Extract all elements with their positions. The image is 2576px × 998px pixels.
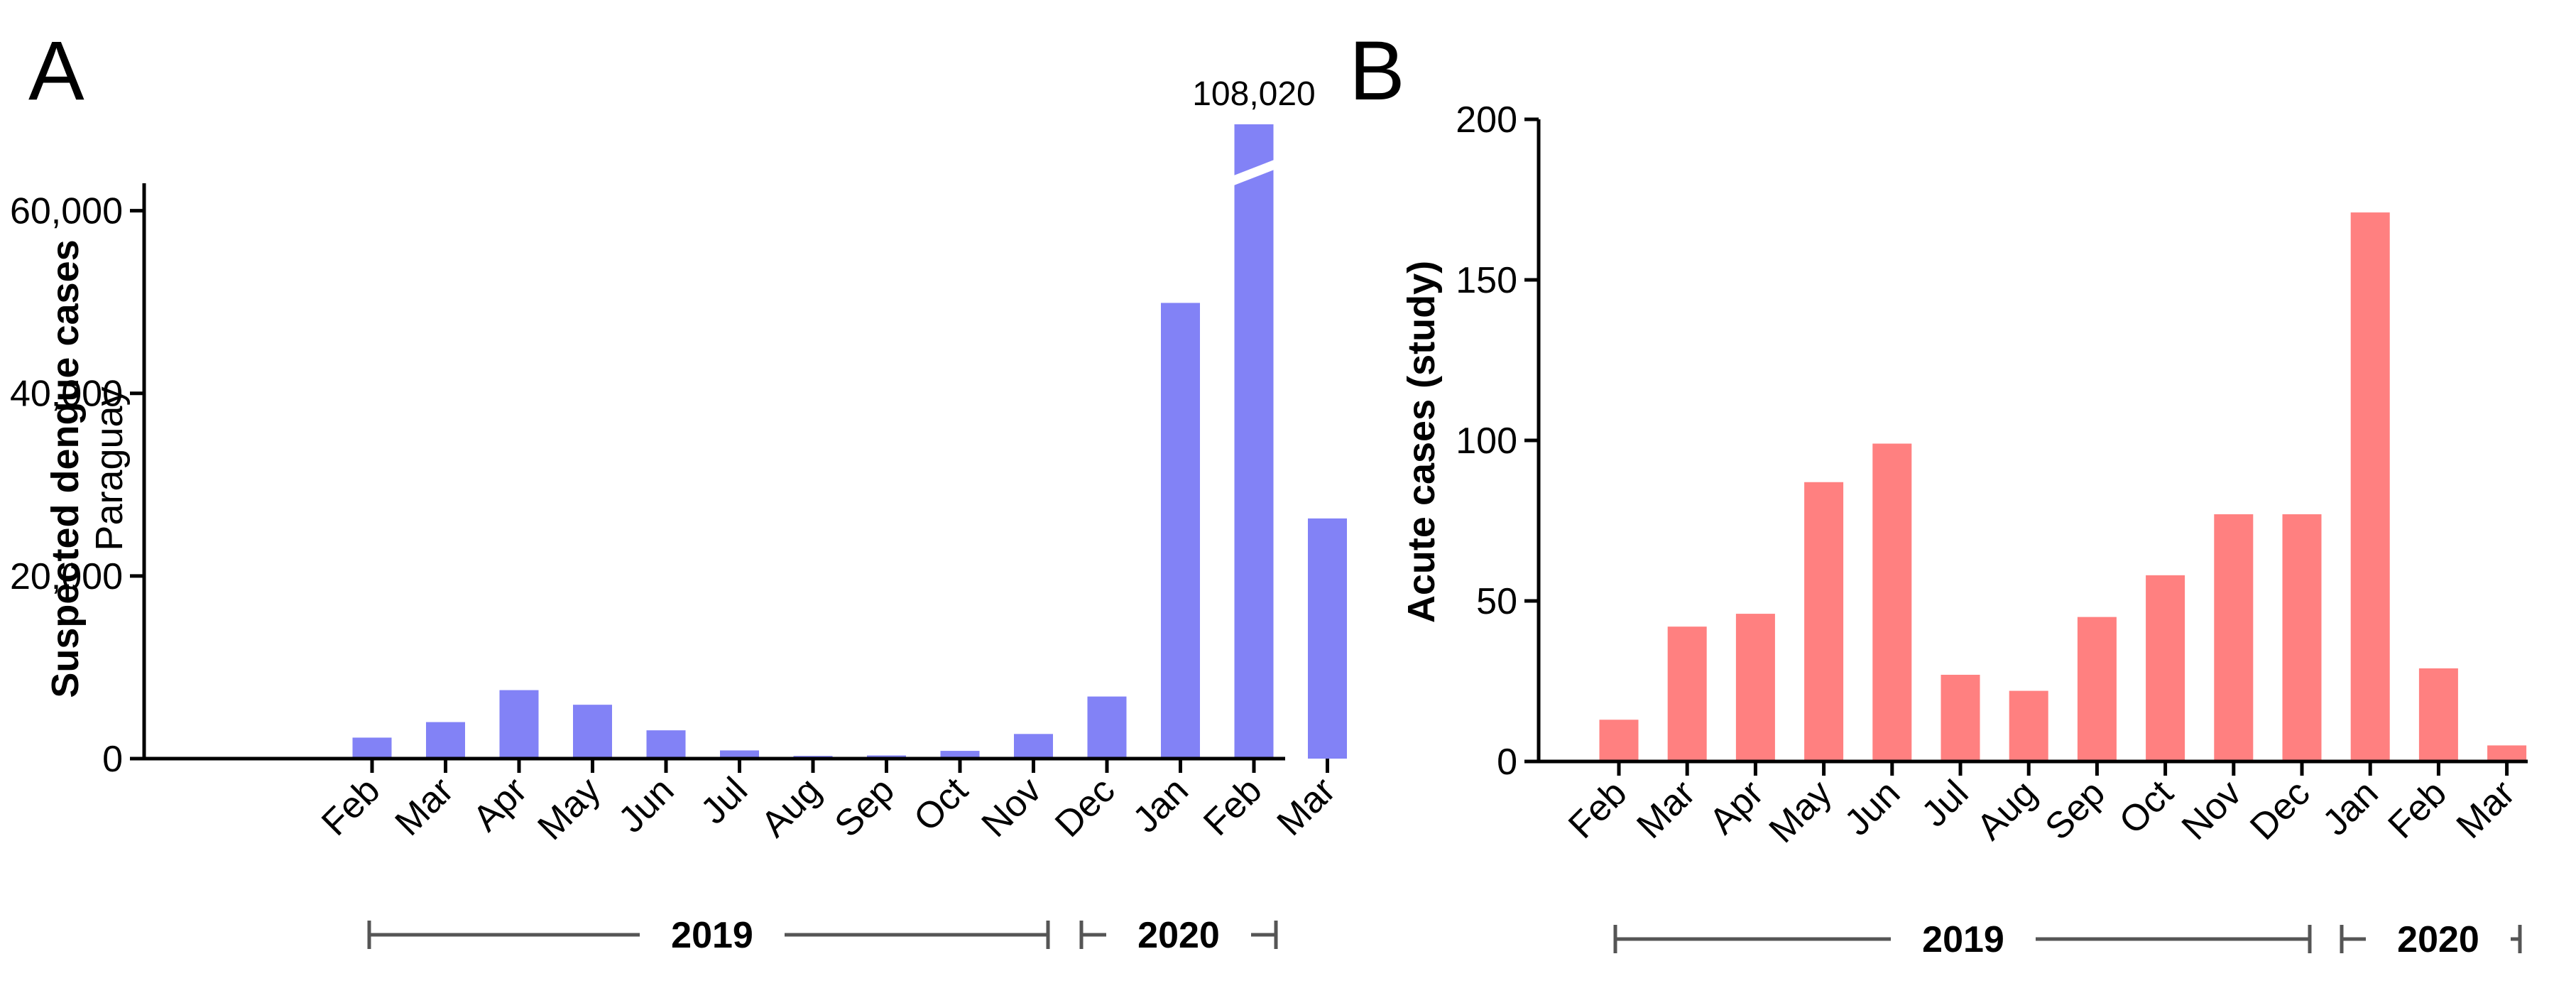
panel-a-x-tick-label-feb-12: Feb bbox=[1196, 769, 1270, 843]
panel-a-bar-jun-4 bbox=[646, 730, 686, 759]
panel-b-y-tick-label-3: 150 bbox=[1456, 260, 1517, 301]
panel-b-y-tick-label-4: 200 bbox=[1456, 99, 1517, 141]
panel-a-y-axis-sublabel: Paraguay bbox=[88, 386, 131, 550]
panel-a-bar-jul-5 bbox=[720, 750, 759, 759]
panel-b-bar-jun-4 bbox=[1872, 443, 1912, 761]
panel-b-bar-jul-5 bbox=[1941, 674, 1980, 761]
panel-b-bar-oct-8 bbox=[2146, 575, 2185, 761]
panel-b-x-tick-label-nov-9: Nov bbox=[2174, 772, 2249, 847]
panel-b-bar-aug-6 bbox=[2009, 690, 2048, 761]
panel-a-x-tick-label-aug-6: Aug bbox=[753, 769, 829, 845]
panel-a-y-tick-label-3: 60,000 bbox=[10, 191, 123, 232]
panel-a-x-tick-label-may-3: May bbox=[530, 769, 608, 847]
panel-b-x-tick-label-oct-8: Oct bbox=[2112, 772, 2182, 842]
panel-b-bar-feb-0 bbox=[1599, 720, 1639, 761]
panel-b-bar-chart: B Acute cases (study) 050100150200FebMar… bbox=[1349, 24, 2528, 960]
panel-a-x-tick-label-nov-9: Nov bbox=[974, 769, 1049, 845]
panel-b-bar-sep-7 bbox=[2077, 617, 2117, 761]
panel-b-x-tick-label-dec-10: Dec bbox=[2242, 772, 2318, 847]
panel-a-year-label-2020: 2020 bbox=[1137, 915, 1220, 956]
panel-b-year-label-2019: 2019 bbox=[1922, 919, 2004, 960]
panel-b-x-tick-label-apr-2: Apr bbox=[1702, 772, 1772, 842]
panel-b-y-axis-title: Acute cases (study) bbox=[1400, 261, 1443, 623]
panel-b-x-tick-label-mar-13: Mar bbox=[2449, 772, 2523, 846]
panel-a-x-tick-label-jul-5: Jul bbox=[693, 769, 755, 832]
panel-a-bar-apr-2 bbox=[499, 690, 539, 759]
panel-a-year-label-2019: 2019 bbox=[671, 915, 753, 956]
panel-b-x-tick-label-jun-4: Jun bbox=[1837, 772, 1908, 843]
panel-a-x-tick-label-mar-13: Mar bbox=[1270, 769, 1343, 843]
panel-b-y-tick-label-1: 50 bbox=[1476, 581, 1517, 622]
panel-a-axis-break-marker bbox=[1228, 158, 1279, 188]
panel-b-x-tick-label-jul-5: Jul bbox=[1914, 772, 1976, 835]
panel-b-y-tick-label-0: 0 bbox=[1497, 742, 1517, 783]
panel-b-bar-feb-12 bbox=[2418, 668, 2458, 761]
panel-b-x-tick-label-feb-12: Feb bbox=[2381, 772, 2455, 846]
panel-b-bar-mar-13 bbox=[2487, 745, 2527, 761]
panel-a-x-tick-label-apr-2: Apr bbox=[465, 769, 535, 839]
panel-b-x-tick-label-aug-6: Aug bbox=[1969, 772, 2044, 847]
panel-a-x-tick-label-oct-8: Oct bbox=[906, 769, 976, 840]
panel-letter-a: A bbox=[28, 24, 84, 118]
panel-b-bar-mar-1 bbox=[1667, 627, 1707, 761]
panel-a-bar-nov-9 bbox=[1014, 734, 1053, 759]
panel-a-break-value-label: 108,020 bbox=[1192, 75, 1316, 113]
panel-a-y-axis-title: Suspected dengue cases bbox=[44, 239, 87, 698]
panel-a-bar-feb-0 bbox=[352, 737, 392, 759]
panel-a-bar-feb-12 bbox=[1234, 124, 1274, 759]
panel-a-bar-jan-11 bbox=[1161, 303, 1200, 759]
panel-a-bar-dec-10 bbox=[1087, 696, 1127, 759]
panel-b-bar-may-3 bbox=[1804, 482, 1844, 761]
panel-b-bar-jan-11 bbox=[2350, 212, 2390, 762]
panel-a-y-tick-label-1: 20,000 bbox=[10, 556, 123, 597]
panel-b-x-tick-label-sep-7: Sep bbox=[2037, 772, 2112, 847]
panel-b-x-tick-label-mar-1: Mar bbox=[1629, 772, 1703, 846]
panel-b-bar-dec-10 bbox=[2282, 514, 2322, 761]
panel-b-y-tick-label-2: 100 bbox=[1456, 421, 1517, 462]
panel-a-x-tick-label-jan-11: Jan bbox=[1125, 769, 1196, 840]
panel-a-bar-may-3 bbox=[573, 705, 612, 759]
panel-b-x-tick-label-jan-11: Jan bbox=[2315, 772, 2386, 843]
panel-b-bar-nov-9 bbox=[2214, 514, 2254, 761]
panel-a-bar-oct-8 bbox=[940, 751, 980, 759]
panel-a-y-tick-label-0: 0 bbox=[102, 739, 123, 780]
panel-a-y-tick-label-2: 40,000 bbox=[10, 374, 123, 415]
panel-b-x-tick-label-may-3: May bbox=[1762, 772, 1840, 850]
panel-a-bar-chart: A Suspected dengue cases Paraguay 108,02… bbox=[10, 24, 1347, 956]
panel-a-bar-mar-13 bbox=[1308, 518, 1347, 759]
panel-a-x-tick-label-jun-4: Jun bbox=[611, 769, 682, 840]
panel-a-x-tick-label-mar-1: Mar bbox=[388, 769, 462, 843]
panel-a-bar-mar-1 bbox=[426, 722, 465, 759]
panel-a-y-axis-subtitle: Paraguay bbox=[88, 386, 131, 550]
panel-b-bar-apr-2 bbox=[1735, 614, 1775, 761]
panel-b-x-tick-label-feb-0: Feb bbox=[1561, 772, 1634, 846]
panel-b-y-axis-label: Acute cases (study) bbox=[1400, 261, 1443, 623]
panel-a-y-axis-label: Suspected dengue cases bbox=[44, 239, 87, 698]
panel-a-x-tick-label-feb-0: Feb bbox=[314, 769, 388, 843]
panel-a-x-tick-label-dec-10: Dec bbox=[1047, 769, 1123, 845]
panel-a-x-tick-label-sep-7: Sep bbox=[827, 769, 902, 845]
panel-letter-b: B bbox=[1349, 24, 1405, 118]
panel-b-year-label-2020: 2020 bbox=[2397, 919, 2479, 960]
